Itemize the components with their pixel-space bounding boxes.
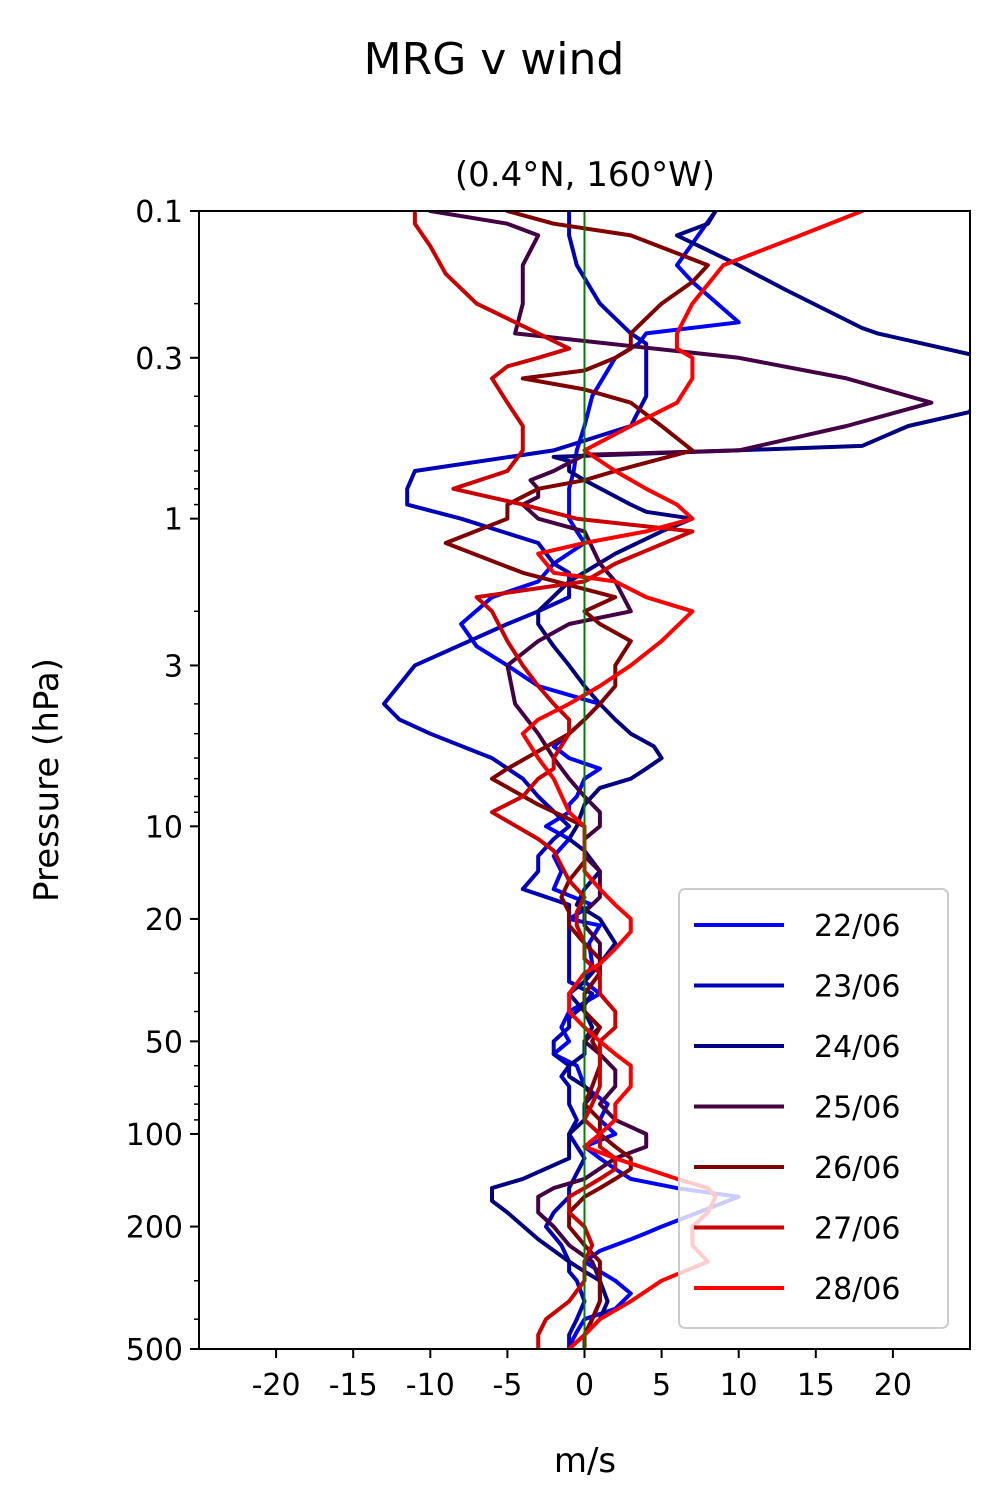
y-tick-label: 1	[164, 503, 183, 538]
legend-label: 26/06	[814, 1151, 900, 1186]
x-tick-label: 10	[720, 1368, 758, 1403]
series-line-27-06	[412, 211, 695, 1349]
y-axis: 0.1 0.3 1 3 10 20 50 100 200 500	[126, 195, 199, 1368]
y-tick-label: 200	[126, 1211, 183, 1246]
y-tick-label: 3	[164, 649, 183, 684]
series-line-26-06	[443, 211, 710, 1349]
x-tick-label: 20	[874, 1368, 912, 1403]
x-axis: -20 -15 -10 -5 0 5 10 15 20	[252, 1349, 912, 1403]
legend-label: 24/06	[814, 1030, 900, 1065]
y-tick-label: 20	[145, 903, 183, 938]
x-tick-label: -20	[252, 1368, 301, 1403]
x-tick-label: -5	[492, 1368, 522, 1403]
series-line-24-06	[490, 211, 970, 1349]
series-line-22-06	[459, 211, 741, 1349]
y-axis-label: Pressure (hPa)	[27, 658, 67, 902]
chart-title: MRG v wind	[364, 34, 625, 85]
y-tick-label: 0.3	[135, 342, 183, 377]
x-tick-label: 5	[652, 1368, 671, 1403]
legend-label: 27/06	[814, 1212, 900, 1247]
x-tick-label: -15	[329, 1368, 378, 1403]
y-tick-label: 100	[126, 1118, 183, 1153]
x-tick-label: 15	[797, 1368, 835, 1403]
y-tick-label: 10	[145, 810, 183, 845]
legend-label: 28/06	[814, 1272, 900, 1307]
y-tick-label: 50	[145, 1025, 183, 1060]
y-tick-label: 500	[126, 1333, 183, 1368]
x-axis-label: m/s	[554, 1441, 616, 1481]
legend-label: 23/06	[814, 970, 900, 1005]
legend-label: 25/06	[814, 1091, 900, 1126]
y-tick-label: 0.1	[135, 195, 183, 230]
legend-box	[678, 888, 949, 1329]
x-tick-label: -10	[406, 1368, 455, 1403]
chart-subtitle: (0.4°N, 160°W)	[455, 155, 715, 195]
series-line-23-06	[382, 211, 649, 1349]
legend-label: 22/06	[814, 909, 900, 944]
legend: 22/06 23/06 24/06 25/06 26/06 27/06 28/06	[678, 888, 949, 1329]
x-tick-label: 0	[575, 1368, 594, 1403]
